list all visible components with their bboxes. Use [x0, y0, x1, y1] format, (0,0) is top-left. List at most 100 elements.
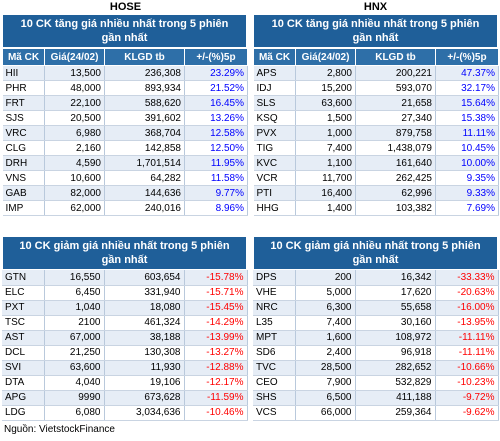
- price: 13,500: [44, 65, 105, 81]
- stock-code: PVX: [253, 125, 296, 141]
- header-volume: KLGD tb: [104, 48, 185, 66]
- change-percent: 11.58%: [184, 170, 248, 186]
- banner-line1: 10 CK giảm giá nhiều nhất trong 5 phiên: [270, 240, 481, 252]
- change-percent: -9.72%: [435, 390, 499, 406]
- price: 10,600: [44, 170, 105, 186]
- price: 9990: [44, 390, 105, 406]
- stock-code: SJS: [2, 110, 45, 126]
- avg-volume: 19,106: [104, 375, 185, 391]
- change-percent: -9.62%: [435, 405, 499, 421]
- price: 6,450: [44, 285, 105, 301]
- stock-code: SLS: [253, 95, 296, 111]
- price: 5,000: [295, 285, 356, 301]
- stock-code: DTA: [2, 375, 45, 391]
- table-row: KVC 1,100 161,640 10.00%: [253, 155, 499, 171]
- change-percent: 11.11%: [435, 125, 499, 141]
- price: 4,590: [44, 155, 105, 171]
- banner-line2: gần nhất: [101, 254, 148, 266]
- avg-volume: 461,324: [104, 315, 185, 331]
- avg-volume: 331,940: [104, 285, 185, 301]
- stock-code: L35: [253, 315, 296, 331]
- change-percent: -12.88%: [184, 360, 248, 376]
- table-row: MPT 1,600 108,972 -11.11%: [253, 330, 499, 346]
- table-row: VCR 11,700 262,425 9.35%: [253, 170, 499, 186]
- hnx-gainers-panel: 10 CK tăng giá nhiều nhất trong 5 phiên …: [253, 14, 499, 216]
- change-percent: -10.23%: [435, 375, 499, 391]
- table-row: DPS 200 16,342 -33.33%: [253, 270, 499, 286]
- stock-code: NRC: [253, 300, 296, 316]
- stock-code: GAB: [2, 185, 45, 201]
- change-percent: -10.66%: [435, 360, 499, 376]
- change-percent: -13.95%: [435, 315, 499, 331]
- price: 200: [295, 270, 356, 286]
- stock-code: PXT: [2, 300, 45, 316]
- stock-code: IDJ: [253, 80, 296, 96]
- price: 28,500: [295, 360, 356, 376]
- table-row: PTI 16,400 62,996 9.33%: [253, 185, 499, 201]
- table-row: HII 13,500 236,308 23.29%: [2, 65, 248, 81]
- price: 2,800: [295, 65, 356, 81]
- banner-line2: gần nhất: [101, 32, 148, 44]
- table-row: CEO 7,900 532,829 -10.23%: [253, 375, 499, 391]
- change-percent: -12.17%: [184, 375, 248, 391]
- stock-code: VNS: [2, 170, 45, 186]
- table-row: APG 9990 673,628 -11.59%: [2, 390, 248, 406]
- price: 1,040: [44, 300, 105, 316]
- avg-volume: 1,438,079: [355, 140, 436, 156]
- price: 1,500: [295, 110, 356, 126]
- stock-code: PTI: [253, 185, 296, 201]
- avg-volume: 879,758: [355, 125, 436, 141]
- price: 7,400: [295, 315, 356, 331]
- change-percent: -14.29%: [184, 315, 248, 331]
- table-row: PVX 1,000 879,758 11.11%: [253, 125, 499, 141]
- change-percent: -33.33%: [435, 270, 499, 286]
- stock-code: HHG: [253, 200, 296, 216]
- stock-code: VCS: [253, 405, 296, 421]
- change-percent: 9.35%: [435, 170, 499, 186]
- avg-volume: 96,918: [355, 345, 436, 361]
- avg-volume: 38,188: [104, 330, 185, 346]
- avg-volume: 16,342: [355, 270, 436, 286]
- change-percent: -10.46%: [184, 405, 248, 421]
- table-row: SLS 63,600 21,658 15.64%: [253, 95, 499, 111]
- hnx-gainers-banner: 10 CK tăng giá nhiều nhất trong 5 phiên …: [253, 14, 498, 48]
- price: 2100: [44, 315, 105, 331]
- table-row: SD6 2,400 96,918 -11.11%: [253, 345, 499, 361]
- table-row: VRC 6,980 368,704 12.58%: [2, 125, 248, 141]
- stock-code: VHE: [253, 285, 296, 301]
- price: 62,000: [44, 200, 105, 216]
- header-volume: KLGD tb: [355, 48, 436, 66]
- price: 6,980: [44, 125, 105, 141]
- stock-code: AST: [2, 330, 45, 346]
- table-row: IDJ 15,200 593,070 32.17%: [253, 80, 499, 96]
- avg-volume: 240,016: [104, 200, 185, 216]
- change-percent: -20.63%: [435, 285, 499, 301]
- avg-volume: 161,640: [355, 155, 436, 171]
- stock-code: HII: [2, 65, 45, 81]
- stock-code: MPT: [253, 330, 296, 346]
- table-row: SHS 6,500 411,188 -9.72%: [253, 390, 499, 406]
- stock-code: KVC: [253, 155, 296, 171]
- table-row: VHE 5,000 17,620 -20.63%: [253, 285, 499, 301]
- avg-volume: 593,070: [355, 80, 436, 96]
- avg-volume: 142,858: [104, 140, 185, 156]
- table-row: NRC 6,300 55,658 -16.00%: [253, 300, 499, 316]
- table-row: IMP 62,000 240,016 8.96%: [2, 200, 248, 216]
- hose-losers-banner: 10 CK giảm giá nhiều nhất trong 5 phiên …: [2, 236, 247, 270]
- hose-title: HOSE: [109, 1, 142, 13]
- stock-code: TVC: [253, 360, 296, 376]
- stock-code: DRH: [2, 155, 45, 171]
- change-percent: 47.37%: [435, 65, 499, 81]
- price: 63,600: [295, 95, 356, 111]
- change-percent: -11.11%: [435, 345, 499, 361]
- price: 82,000: [44, 185, 105, 201]
- stock-code: VCR: [253, 170, 296, 186]
- price: 6,300: [295, 300, 356, 316]
- change-percent: 32.17%: [435, 80, 499, 96]
- hnx-title: HNX: [363, 1, 388, 13]
- avg-volume: 3,034,636: [104, 405, 185, 421]
- table-row: PXT 1,040 18,080 -15.45%: [2, 300, 248, 316]
- avg-volume: 603,654: [104, 270, 185, 286]
- price: 1,000: [295, 125, 356, 141]
- price: 2,400: [295, 345, 356, 361]
